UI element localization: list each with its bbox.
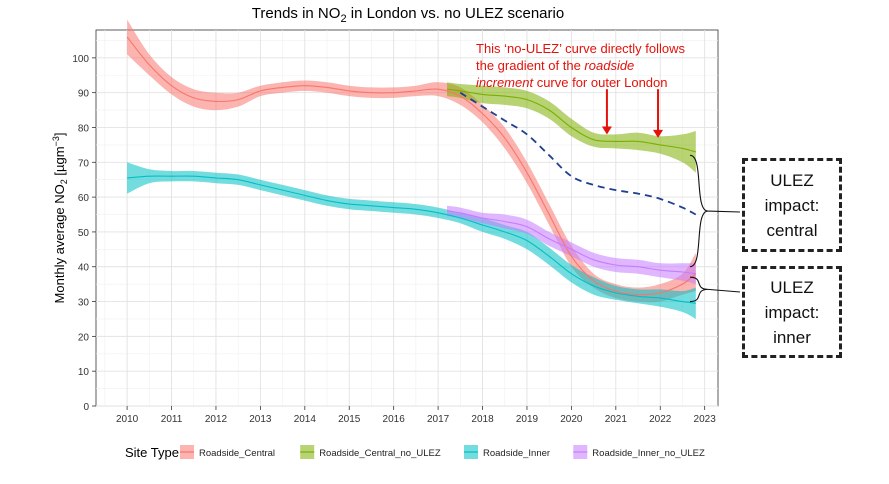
box-inner-line-2: impact: [764, 302, 820, 322]
box-central-line-2: impact: [764, 195, 820, 215]
box-central-line-1: ULEZ [770, 170, 814, 190]
x-tick-label: 2012 [205, 414, 228, 425]
legend-label-0: Roadside_Central [199, 448, 275, 459]
series-1-line [446, 88, 696, 153]
series-2-line [127, 175, 696, 304]
y-tick-label: 60 [78, 193, 90, 204]
x-tick-label: 2022 [649, 414, 672, 425]
x-tick-label: 2021 [605, 414, 628, 425]
bracket-central [689, 154, 709, 268]
ulez-impact-central-box: ULEZ impact: central [742, 158, 842, 252]
y-tick-label: 50 [78, 228, 90, 239]
box-inner-line-1: ULEZ [770, 277, 814, 297]
impact-brackets [689, 154, 741, 303]
bracket-inner [689, 276, 709, 303]
legend-label-3: Roadside_Inner_no_ULEZ [592, 448, 705, 459]
x-tick-label: 2011 [161, 414, 183, 425]
y-tick-label: 90 [78, 89, 90, 100]
x-tick-label: 2014 [294, 414, 317, 425]
annotation-line-1: This ‘no-ULEZ’ curve directly follows [476, 41, 686, 56]
series-0-line [126, 36, 697, 296]
series-0-band [127, 19, 696, 303]
x-tick-label: 2018 [471, 414, 494, 425]
series-lines [126, 36, 697, 304]
x-tick-label: 2020 [560, 414, 583, 425]
series-4-line [459, 91, 697, 216]
legend-title: Site Type [125, 445, 179, 460]
box-inner-line-3: inner [773, 327, 811, 347]
y-tick-label: 80 [78, 123, 90, 134]
x-tick-label: 2015 [338, 414, 361, 425]
annotation-line-3: increment curve for outer London [476, 75, 668, 90]
series-3-line [446, 210, 696, 275]
ulez-impact-inner-box: ULEZ impact: inner [742, 266, 842, 358]
x-tick-label: 2019 [516, 414, 539, 425]
x-axis: 2010 2011 2012 2013 2014 2015 2016 2017 2018 2019… [116, 406, 716, 425]
annotation-line-2: the gradient of the roadside [476, 58, 635, 73]
y-tick-label: 40 [78, 263, 90, 274]
red-arrow-head [653, 129, 664, 138]
y-tick-label: 30 [78, 298, 90, 309]
y-axis: 0 10 20 30 40 50 60 70 80 90 100 [72, 54, 96, 413]
y-tick-label: 0 [83, 402, 89, 413]
series-3-band [447, 205, 696, 285]
legend-label-1: Roadside_Central_no_ULEZ [319, 448, 441, 459]
x-tick-label: 2023 [694, 414, 717, 425]
connector-central [707, 210, 741, 213]
box-central-line-3: central [766, 220, 818, 240]
legend-label-2: Roadside_Inner [483, 448, 550, 459]
y-tick-label: 100 [72, 54, 89, 65]
legend: Site Type Roadside_Central Roadside_Centr… [125, 445, 705, 460]
y-tick-label: 10 [78, 367, 90, 378]
x-tick-label: 2016 [383, 414, 406, 425]
x-tick-label: 2013 [249, 414, 272, 425]
red-arrow-head [601, 126, 612, 135]
connector-inner [707, 288, 741, 293]
annotation-arrows [601, 89, 664, 138]
annotation-text: This ‘no-ULEZ’ curve directly follows th… [476, 40, 726, 91]
x-tick-label: 2010 [116, 414, 139, 425]
y-tick-label: 20 [78, 332, 90, 343]
series-2-band [127, 162, 696, 319]
x-tick-label: 2017 [427, 414, 450, 425]
y-axis-label: Monthly average NO2 [µgm−3] [51, 133, 69, 304]
y-tick-label: 70 [78, 158, 90, 169]
chart-title: Trends in NO2 in London vs. no ULEZ scen… [252, 5, 564, 25]
